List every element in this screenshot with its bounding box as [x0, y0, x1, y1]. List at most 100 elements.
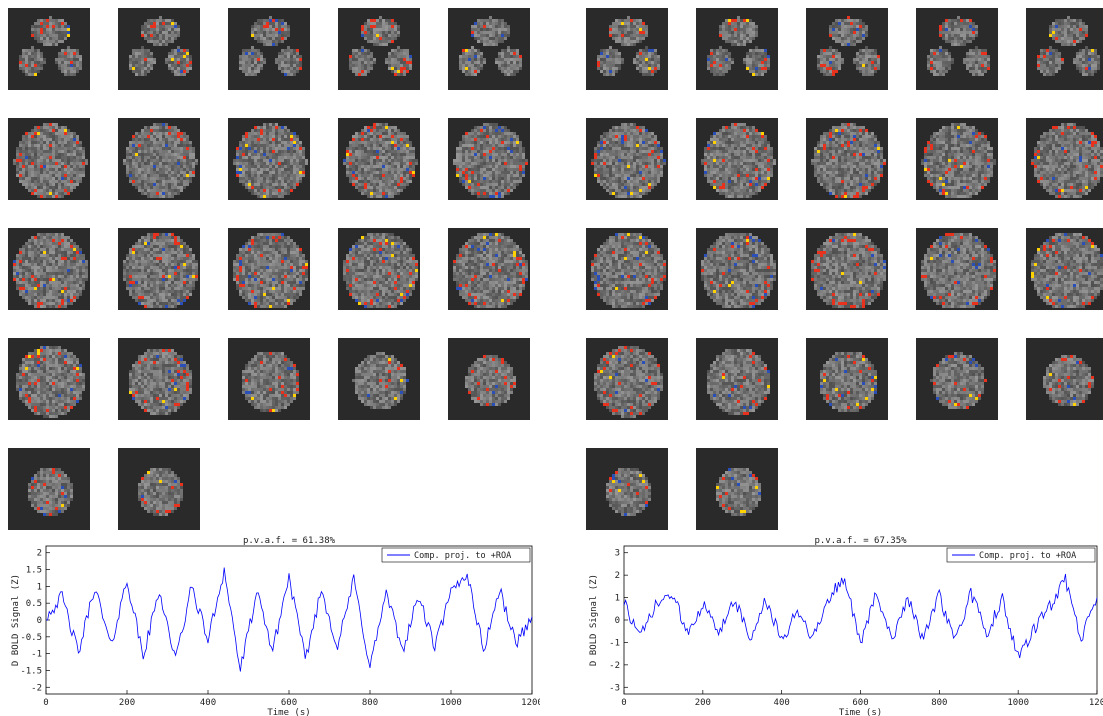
- x-axis-label: Time (s): [839, 708, 882, 716]
- brain-slice-image: [13, 123, 88, 198]
- brain-slice-image: [28, 468, 73, 516]
- x-tick-label: 200: [119, 698, 135, 708]
- brain-slice: [696, 338, 778, 420]
- x-tick-label: 800: [931, 698, 947, 708]
- brain-slice-image: [716, 468, 761, 516]
- y-tick-label: 1: [37, 582, 42, 592]
- brain-slice-image: [591, 233, 666, 308]
- brain-slice: [806, 118, 888, 200]
- y-tick-label: 0.5: [26, 599, 42, 609]
- brain-slice: [338, 118, 420, 200]
- brain-slice: [696, 448, 778, 530]
- series-line: [45, 567, 533, 672]
- y-tick-label: -1: [31, 650, 42, 660]
- plot-area: [45, 545, 533, 695]
- y-tick-label: 3: [615, 549, 620, 559]
- x-tick-label: 800: [362, 698, 378, 708]
- brain-slice: [916, 8, 998, 90]
- y-tick-label: 2: [37, 549, 42, 559]
- brain-slice-image: [817, 16, 880, 76]
- brain-slice-image: [606, 468, 651, 516]
- brain-slice: [1026, 338, 1103, 420]
- y-tick-label: -2: [31, 683, 42, 693]
- brain-slice-image: [707, 349, 770, 415]
- brain-slice: [916, 228, 998, 310]
- brain-slice-image: [453, 233, 528, 308]
- brain-slice: [916, 118, 998, 200]
- brain-slice-image: [465, 355, 516, 406]
- brain-slice: [228, 8, 310, 90]
- brain-slice-image: [19, 16, 82, 76]
- left-panel: p.v.a.f. = 61.38% -2 -1.5 -1 -0.5 0 0.5 1 1.5 2 0 2…: [0, 0, 540, 716]
- x-tick-label: 1000: [440, 698, 462, 708]
- pvaf-label: p.v.a.f. = 67.35%: [814, 536, 907, 546]
- brain-slice-image: [138, 468, 183, 516]
- brain-slice-image: [352, 352, 409, 409]
- x-tick-label: 1200: [521, 698, 540, 708]
- brain-slice: [8, 118, 90, 200]
- brain-slice-image: [343, 123, 418, 198]
- brain-slice-image: [129, 16, 192, 76]
- brain-slice-image: [921, 233, 996, 308]
- brain-slice: [118, 338, 200, 420]
- brain-slice: [8, 338, 90, 420]
- brain-slice-image: [13, 233, 88, 308]
- brain-slice-image: [129, 349, 192, 415]
- x-axis-label: Time (s): [267, 708, 310, 716]
- brain-slice: [448, 338, 530, 420]
- brain-slice: [8, 228, 90, 310]
- brain-slice: [118, 118, 200, 200]
- brain-slice: [806, 338, 888, 420]
- brain-slice-image: [707, 16, 770, 76]
- brain-slice: [228, 228, 310, 310]
- brain-slice-image: [927, 16, 990, 76]
- brain-slice: [586, 338, 668, 420]
- brain-slice-image: [343, 233, 418, 308]
- brain-slice-image: [811, 123, 886, 198]
- timecourse-chart: p.v.a.f. = 67.35% -3 -2 -1 0 1 2 3 0 200 400 600 800…: [589, 536, 1103, 716]
- brain-slice: [806, 8, 888, 90]
- brain-slice: [8, 8, 90, 90]
- y-tick-label: -3: [609, 683, 620, 693]
- brain-slice: [228, 118, 310, 200]
- x-tick-label: 1000: [1007, 698, 1029, 708]
- brain-slice: [118, 448, 200, 530]
- plot-area: [623, 545, 1098, 695]
- pvaf-label: p.v.a.f. = 61.38%: [243, 536, 336, 546]
- brain-slice: [806, 228, 888, 310]
- brain-slice: [696, 118, 778, 200]
- y-tick-label: -0.5: [20, 633, 42, 643]
- brain-slice-image: [453, 123, 528, 198]
- brain-slice-image: [594, 346, 663, 418]
- brain-slice: [696, 228, 778, 310]
- brain-slice-image: [701, 233, 776, 308]
- brain-slice-image: [1037, 16, 1100, 76]
- x-tick-label: 600: [281, 698, 297, 708]
- brain-slice-image: [242, 352, 299, 412]
- brain-slice-image: [1031, 233, 1103, 308]
- y-tick-label: -1: [609, 638, 620, 648]
- brain-slice: [1026, 118, 1103, 200]
- brain-slice-image: [16, 346, 85, 418]
- series-line: [623, 573, 1098, 659]
- brain-slice-image: [233, 233, 308, 308]
- brain-slice-image: [233, 123, 308, 198]
- brain-slice: [1026, 8, 1103, 90]
- brain-slice: [338, 8, 420, 90]
- x-tick-label: 0: [43, 698, 48, 708]
- brain-slice-image: [701, 123, 776, 198]
- brain-slice: [448, 118, 530, 200]
- y-tick-label: 2: [615, 571, 620, 581]
- y-tick-label: -1.5: [20, 666, 42, 676]
- brain-slice: [118, 228, 200, 310]
- brain-slice-image: [921, 123, 996, 198]
- x-tick-label: 400: [774, 698, 790, 708]
- brain-slice-image: [597, 16, 660, 76]
- y-tick-label: -2: [609, 661, 620, 671]
- brain-slice: [1026, 228, 1103, 310]
- brain-slice-image: [123, 233, 198, 308]
- legend-box: [381, 547, 531, 563]
- x-tick-label: 0: [621, 698, 626, 708]
- brain-slice-image: [239, 16, 302, 76]
- brain-slice: [448, 8, 530, 90]
